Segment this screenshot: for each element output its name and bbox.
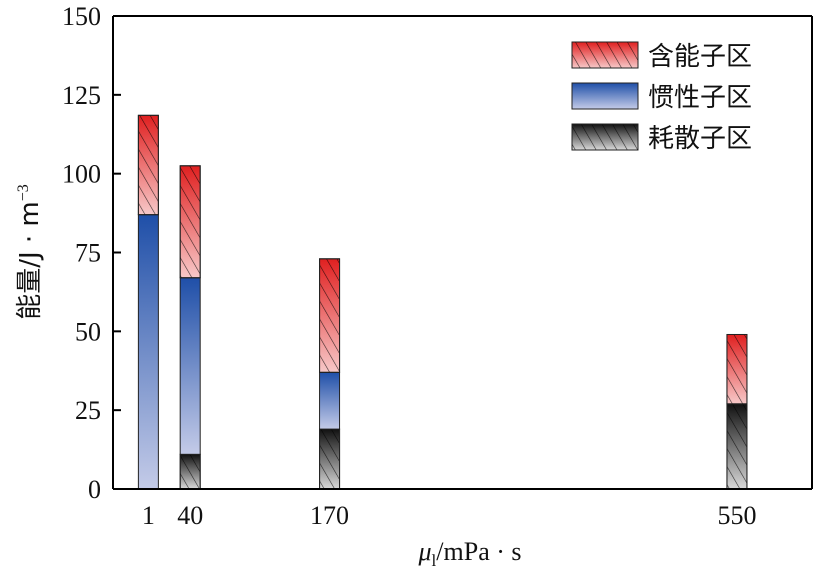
y-tick-label-100: 100 [62,160,101,189]
bar-40-耗散子区-hatch [179,453,201,490]
bar-170-耗散子区-hatch [319,428,341,490]
bar-550-耗散子区-hatch [726,403,748,490]
bar-1-惯性子区 [137,214,159,490]
y-tick-label-75: 75 [75,239,101,268]
bar-40-惯性子区 [179,277,201,455]
bar-550-含能子区-hatch [726,333,748,405]
y-tick-label-150: 150 [62,2,101,31]
x-tick-label-1: 1 [142,501,155,530]
legend-label-耗散子区: 耗散子区 [648,124,752,154]
y-tick-label-50: 50 [75,317,101,346]
bar-40-含能子区-hatch [179,165,201,279]
axes-group: 0 25 50 75 100 125 150 1 40 170 550 [62,2,813,530]
legend-label-含能子区: 含能子区 [648,42,752,72]
y-tick-label-25: 25 [75,396,101,425]
bar-170-惯性子区 [319,371,341,430]
bar-170-含能子区-hatch [319,258,341,373]
legend-swatch-hatch-含能子区 [571,41,639,69]
legend-swatch-hatch-耗散子区 [571,123,639,151]
legend-label-惯性子区: 惯性子区 [648,83,752,113]
x-axis-title: μl/mPa · s [417,537,521,568]
bar-1-含能子区-hatch [137,114,159,216]
x-tick-label-170: 170 [310,501,349,530]
y-tick-label-125: 125 [62,81,101,110]
x-tick-label-550: 550 [717,501,756,530]
legend-swatch-惯性子区 [571,82,639,110]
y-tick-label-0: 0 [88,475,101,504]
axis-titles: μl/mPa · s 能量/J · m−3 [15,184,522,570]
x-tick-label-40: 40 [177,501,203,530]
bars-group [137,114,748,490]
y-axis-title: 能量/J · m−3 [15,184,45,320]
